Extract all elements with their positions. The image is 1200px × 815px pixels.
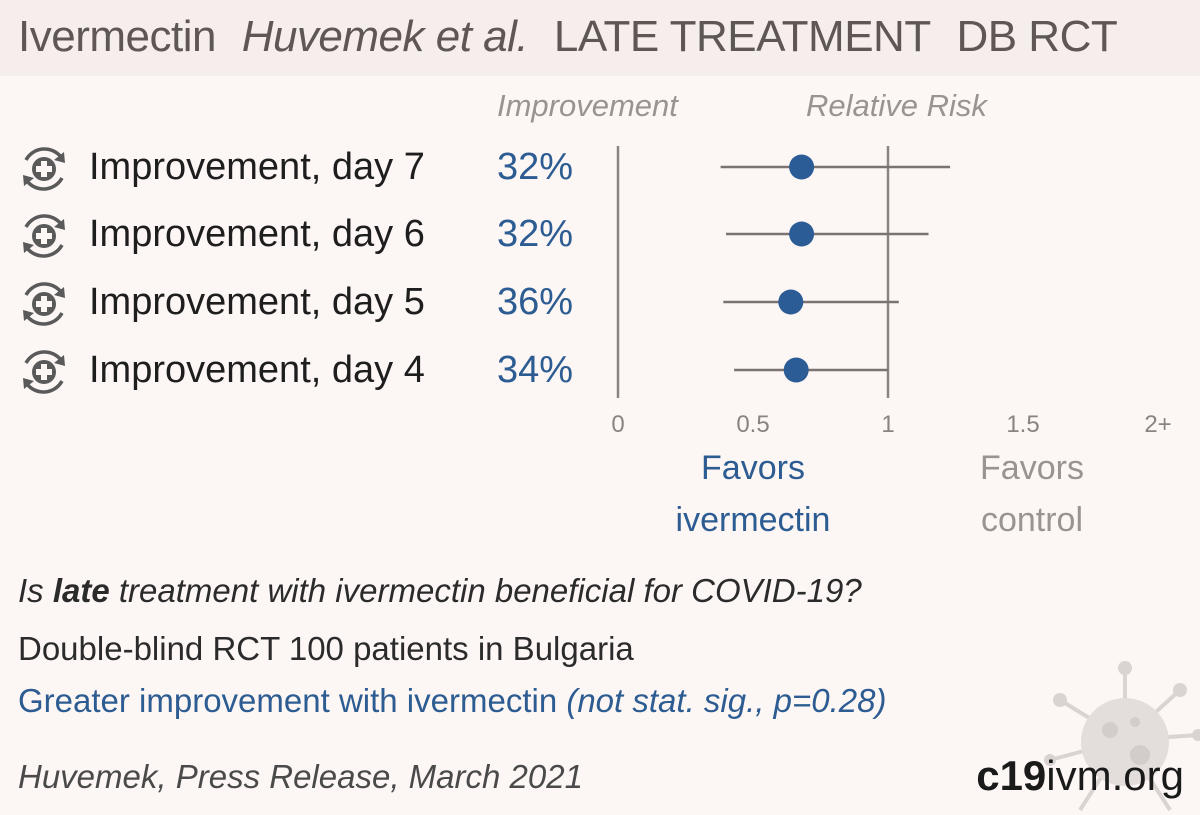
treatment-stage: LATE TREATMENT <box>553 12 931 61</box>
summary-note: (not stat. sig., p=0.28) <box>566 682 887 719</box>
row-value: 34% <box>497 349 574 391</box>
column-header-relative-risk: Relative Risk <box>806 88 987 123</box>
row-value: 32% <box>497 213 574 255</box>
design-text: Double-blind RCT 100 patients in Bulgari… <box>18 630 634 667</box>
x-tick-label: 2+ <box>1144 411 1171 438</box>
point-estimate <box>789 221 815 247</box>
x-tick-label: 1.5 <box>1006 411 1039 438</box>
favors-control-line1: Favors <box>980 449 1084 487</box>
citation-text: Huvemek, Press Release, March 2021 <box>18 758 583 795</box>
point-estimate <box>783 357 809 383</box>
virus-watermark-icon <box>1044 661 1200 812</box>
summary-main: Greater improvement with ivermectin <box>18 682 567 719</box>
summary-text: Greater improvement with ivermectin (not… <box>18 682 886 720</box>
row-label: Improvement, day 4 <box>89 349 425 391</box>
question-post: treatment with ivermectin beneficial for… <box>109 572 862 609</box>
drug-name: Ivermectin <box>18 12 216 61</box>
favors-control-line2: control <box>980 501 1084 539</box>
recovery-icon <box>23 214 65 258</box>
recovery-icon <box>23 147 65 191</box>
forest-plot: 0 0.5 1 1.5 2+ <box>611 146 1172 438</box>
row-label: Improvement, day 5 <box>89 281 425 323</box>
point-estimate <box>789 154 815 180</box>
column-header-improvement: Improvement <box>497 88 678 123</box>
question-bold: late <box>52 572 110 609</box>
site-logo[interactable]: c19ivm.org <box>976 752 1184 800</box>
question-text: Is late treatment with ivermectin benefi… <box>18 572 862 610</box>
x-tick-label: 0.5 <box>736 411 769 438</box>
row-label: Improvement, day 7 <box>89 146 425 188</box>
x-tick-label: 1 <box>881 411 894 438</box>
header-title: Ivermectin Huvemek et al. LATE TREATMENT… <box>18 12 1131 62</box>
favors-ivermectin-label: Favors ivermectin <box>633 442 873 546</box>
study-authors: Huvemek et al. <box>241 12 529 61</box>
question-pre: Is <box>18 572 53 609</box>
site-logo-rest: ivm.org <box>1046 752 1184 799</box>
favors-ivermectin-line2: ivermectin <box>675 501 831 539</box>
row-label: Improvement, day 6 <box>89 213 425 255</box>
row-value: 32% <box>497 146 574 188</box>
favors-control-label: Favors control <box>912 442 1152 546</box>
recovery-icon <box>23 282 65 326</box>
x-tick-label: 0 <box>611 411 624 438</box>
study-design: DB RCT <box>956 12 1118 61</box>
row-value: 36% <box>497 281 574 323</box>
site-logo-bold: c19 <box>976 752 1047 799</box>
point-estimate <box>778 289 804 315</box>
favors-ivermectin-line1: Favors <box>701 449 805 487</box>
header-bar: Ivermectin Huvemek et al. LATE TREATMENT… <box>0 0 1200 76</box>
recovery-icon <box>23 350 65 394</box>
